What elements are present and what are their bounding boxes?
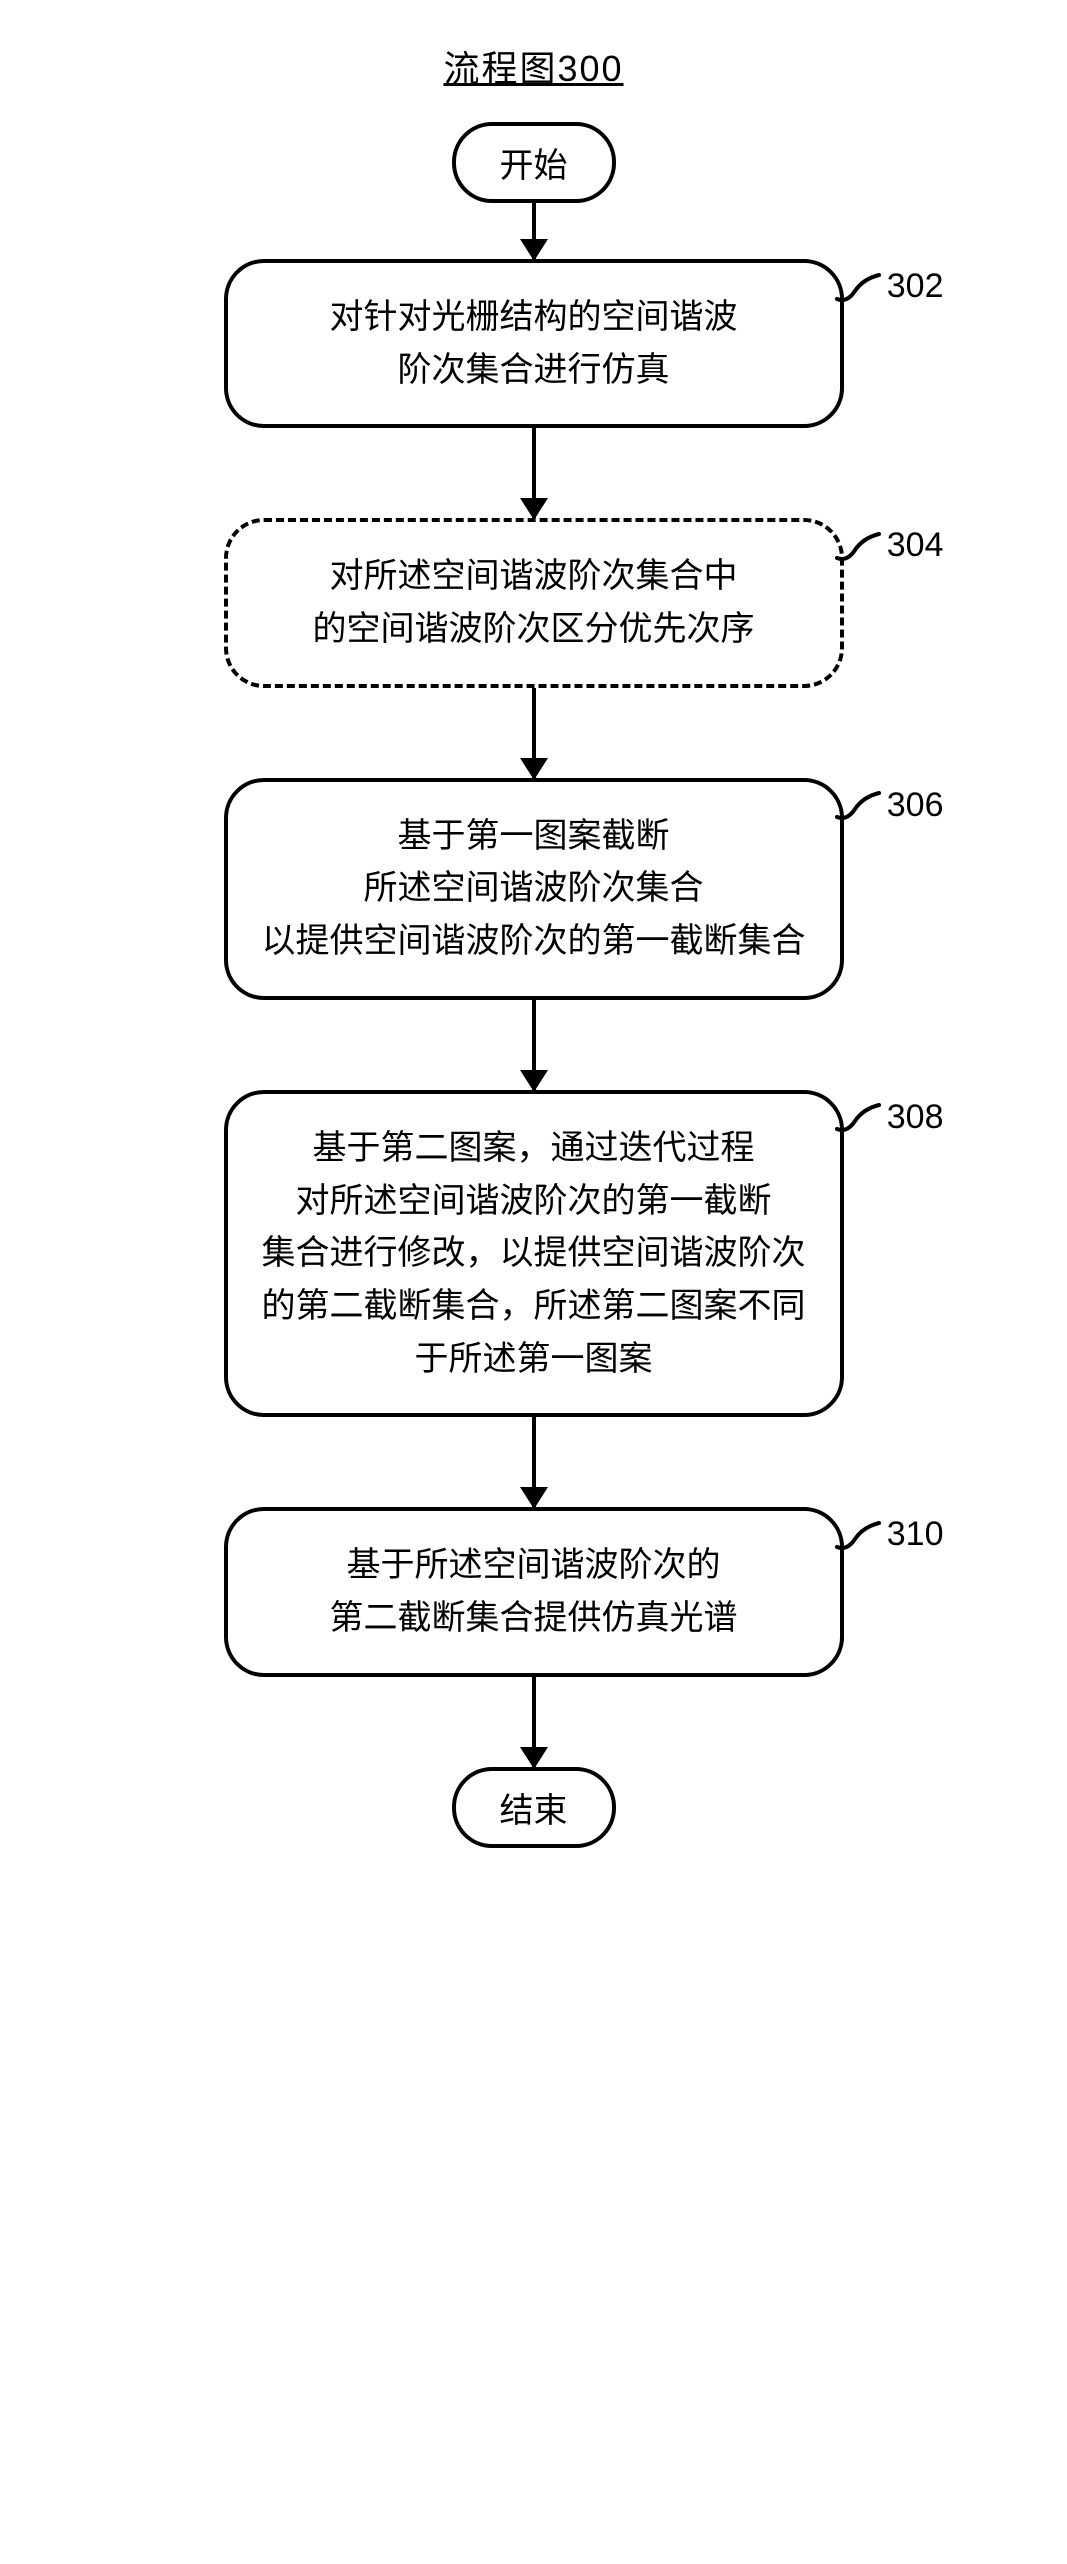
leader-squiggle-icon xyxy=(835,528,881,564)
step-wrap-310: 基于所述空间谐波阶次的 第二截断集合提供仿真光谱 310 xyxy=(224,1507,844,1676)
step-wrap-308: 基于第二图案，通过迭代过程 对所述空间谐波阶次的第一截断 集合进行修改，以提供空… xyxy=(224,1090,844,1417)
ref-number: 304 xyxy=(887,526,944,565)
arrow xyxy=(532,1000,536,1090)
process-308: 基于第二图案，通过迭代过程 对所述空间谐波阶次的第一截断 集合进行修改，以提供空… xyxy=(224,1090,844,1417)
leader-squiggle-icon xyxy=(835,1517,881,1553)
arrow xyxy=(532,1417,536,1507)
ref-number: 308 xyxy=(887,1098,944,1137)
process-304: 对所述空间谐波阶次集合中 的空间谐波阶次区分优先次序 xyxy=(224,518,844,687)
start-terminal: 开始 xyxy=(452,122,616,203)
step-wrap-302: 对针对光栅结构的空间谐波 阶次集合进行仿真 302 xyxy=(224,259,844,428)
process-text: 对所述空间谐波阶次集合中 的空间谐波阶次区分优先次序 xyxy=(313,557,755,648)
diagram-title: 流程图300 xyxy=(443,40,623,92)
ref-label-304: 304 xyxy=(835,526,944,565)
end-terminal: 结束 xyxy=(452,1767,616,1848)
ref-label-302: 302 xyxy=(835,267,944,306)
arrow xyxy=(532,1677,536,1767)
ref-label-308: 308 xyxy=(835,1098,944,1137)
ref-label-310: 310 xyxy=(835,1515,944,1554)
arrow xyxy=(532,688,536,778)
arrow xyxy=(532,203,536,259)
process-310: 基于所述空间谐波阶次的 第二截断集合提供仿真光谱 xyxy=(224,1507,844,1676)
process-text: 基于所述空间谐波阶次的 第二截断集合提供仿真光谱 xyxy=(330,1546,738,1637)
process-text: 对针对光栅结构的空间谐波 阶次集合进行仿真 xyxy=(330,298,738,389)
ref-number: 310 xyxy=(887,1515,944,1554)
step-wrap-306: 基于第一图案截断 所述空间谐波阶次集合 以提供空间谐波阶次的第一截断集合 306 xyxy=(224,778,844,1000)
ref-number: 306 xyxy=(887,786,944,825)
step-wrap-304: 对所述空间谐波阶次集合中 的空间谐波阶次区分优先次序 304 xyxy=(224,518,844,687)
process-302: 对针对光栅结构的空间谐波 阶次集合进行仿真 xyxy=(224,259,844,428)
process-text: 基于第二图案，通过迭代过程 对所述空间谐波阶次的第一截断 集合进行修改，以提供空… xyxy=(262,1129,806,1378)
leader-squiggle-icon xyxy=(835,787,881,823)
flowchart: 开始 对针对光栅结构的空间谐波 阶次集合进行仿真 302 对所述空间谐波阶次集合… xyxy=(194,122,874,1848)
ref-number: 302 xyxy=(887,267,944,306)
process-text: 基于第一图案截断 所述空间谐波阶次集合 以提供空间谐波阶次的第一截断集合 xyxy=(262,817,806,960)
ref-label-306: 306 xyxy=(835,786,944,825)
leader-squiggle-icon xyxy=(835,1099,881,1135)
arrow xyxy=(532,428,536,518)
process-306: 基于第一图案截断 所述空间谐波阶次集合 以提供空间谐波阶次的第一截断集合 xyxy=(224,778,844,1000)
leader-squiggle-icon xyxy=(835,269,881,305)
